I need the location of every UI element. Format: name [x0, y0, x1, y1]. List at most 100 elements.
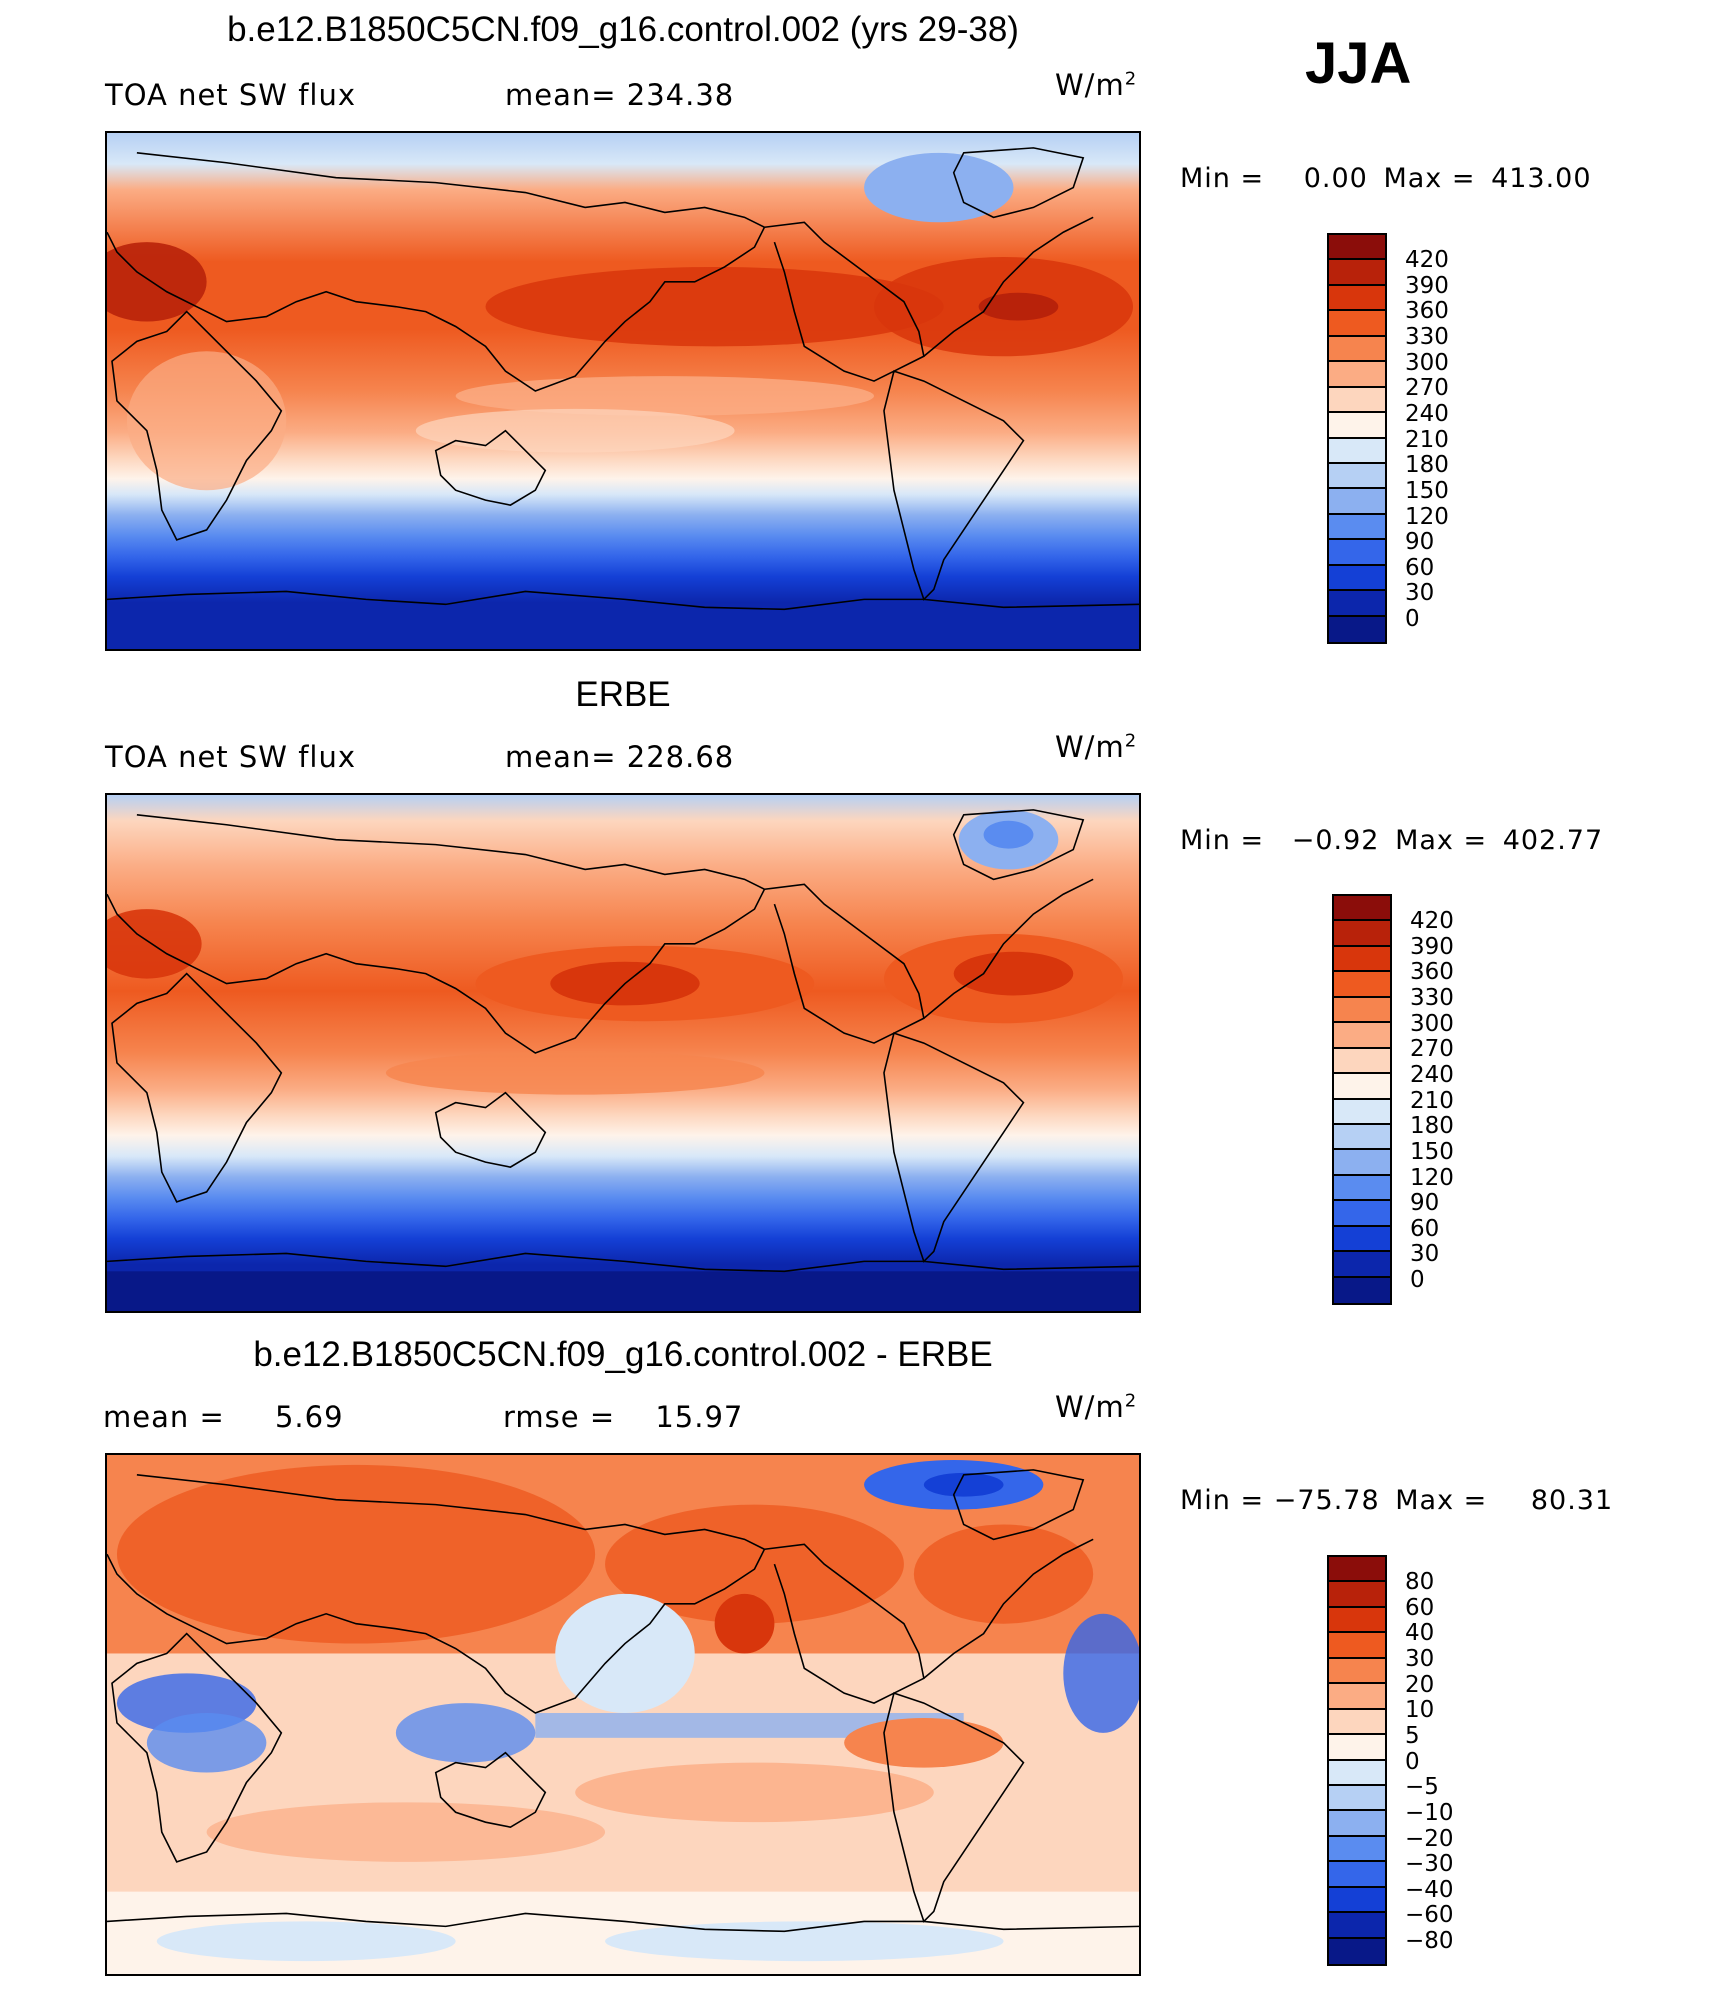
colorbar-segment [1329, 285, 1385, 312]
colorbar-segment [1334, 1175, 1390, 1202]
panel-2-coast-greenland [952, 809, 1085, 881]
colorbar-level-label: 330 [1410, 984, 1454, 1011]
panel-2-min-label: Min = [1180, 825, 1265, 856]
panel-1-coast-antarctica [107, 590, 1139, 611]
panel-1-variable-label: TOA net SW flux [105, 78, 357, 112]
panel-1-colorbar [1327, 233, 1387, 644]
panel-3-coast-greenland [952, 1469, 1085, 1541]
colorbar-level-label: 120 [1405, 503, 1449, 530]
colorbar-segment [1334, 1099, 1390, 1125]
colorbar-segment [1329, 235, 1385, 261]
colorbar-level-label: 60 [1405, 1594, 1435, 1621]
colorbar-segment [1329, 1709, 1385, 1736]
colorbar-level-label: 150 [1405, 477, 1449, 504]
colorbar-level-label: 10 [1405, 1697, 1435, 1724]
colorbar-level-label: 30 [1405, 1645, 1435, 1672]
colorbar-segment [1329, 1862, 1385, 1888]
colorbar-segment [1334, 1124, 1390, 1151]
colorbar-segment [1329, 1582, 1385, 1608]
panel-3-mean-value: 5.69 [274, 1400, 344, 1434]
colorbar-segment [1329, 1913, 1385, 1939]
colorbar-segment [1329, 489, 1385, 515]
panel-3-max-value: 80.31 [1530, 1485, 1614, 1516]
colorbar-level-label: 300 [1405, 349, 1449, 376]
colorbar-level-label: 90 [1405, 529, 1435, 556]
colorbar-level-label: 240 [1410, 1061, 1454, 1088]
colorbar-level-label: 210 [1405, 426, 1449, 453]
colorbar-segment [1334, 1201, 1390, 1227]
colorbar-level-label: 390 [1405, 272, 1449, 299]
panel-2-coast-antarctica [107, 1252, 1139, 1273]
colorbar-level-label: −40 [1405, 1876, 1454, 1903]
panel-1-units-base: W/m [1055, 68, 1125, 102]
colorbar-segment [1329, 540, 1385, 566]
panel-3-units-base: W/m [1055, 1390, 1125, 1424]
panel-3-range: Min = −75.78 Max = 80.31 [1180, 1485, 1613, 1516]
panel-1-min-label: Min = [1180, 163, 1265, 194]
panel-1-coast-greenland [952, 147, 1085, 219]
panel-1-coast-samerica [883, 370, 1025, 601]
panel-1-coast-namerica-east [923, 216, 1094, 357]
colorbar-level-label: 30 [1405, 580, 1435, 607]
panel-3-rmse: rmse = 15.97 [503, 1400, 743, 1434]
panel-3-title: b.e12.B1850C5CN.f09_g16.control.002 - ER… [253, 1335, 993, 1374]
panel-3-min-value: −75.78 [1273, 1485, 1380, 1516]
panel-1-units: W/m2 [1055, 68, 1137, 102]
panel-3-colorbar [1327, 1555, 1387, 1966]
panel-2-coast-samerica [883, 1032, 1025, 1263]
colorbar-segment [1329, 362, 1385, 388]
colorbar-level-label: 180 [1405, 452, 1449, 479]
colorbar-segment [1329, 1760, 1385, 1786]
panel-2-mean-value: 228.68 [626, 740, 735, 774]
colorbar-level-label: 5 [1405, 1722, 1420, 1749]
colorbar-segment [1329, 1658, 1385, 1685]
colorbar-level-label: 80 [1405, 1569, 1435, 1595]
colorbar-level-label: 120 [1410, 1164, 1454, 1191]
colorbar-segment [1334, 1048, 1390, 1075]
colorbar-level-label: 270 [1405, 375, 1449, 402]
colorbar-segment [1334, 1150, 1390, 1176]
colorbar-level-label: 270 [1410, 1036, 1454, 1063]
panel-1-coast-australia [434, 429, 547, 506]
colorbar-level-label: −30 [1405, 1851, 1454, 1878]
colorbar-level-label: 180 [1410, 1113, 1454, 1140]
colorbar-level-label: 420 [1405, 247, 1449, 273]
colorbar-level-label: 420 [1410, 908, 1454, 934]
panel-2-max-label: Max = [1395, 825, 1488, 856]
colorbar-level-label: 360 [1410, 959, 1454, 986]
panel-2-max-value: 402.77 [1502, 825, 1604, 856]
panel-3-coast-eurasia [107, 1474, 766, 1714]
panel-2-coast-namerica-east [923, 878, 1094, 1019]
colorbar-level-label: −60 [1405, 1902, 1454, 1929]
colorbar-segment [1329, 1735, 1385, 1761]
colorbar-segment [1334, 896, 1390, 922]
panel-2-coast-eurasia [107, 814, 766, 1054]
colorbar-segment [1329, 387, 1385, 414]
colorbar-segment [1329, 336, 1385, 363]
colorbar-segment [1334, 921, 1390, 947]
panel-1-title: b.e12.B1850C5CN.f09_g16.control.002 (yrs… [227, 10, 1019, 49]
panel-2-coast-namerica [764, 883, 925, 1044]
colorbar-level-label: −10 [1405, 1799, 1454, 1826]
colorbar-level-label: 0 [1405, 1748, 1420, 1775]
colorbar-level-label: 330 [1405, 323, 1449, 350]
panel-1-mean-value: 234.38 [626, 78, 735, 112]
colorbar-segment [1329, 1607, 1385, 1634]
colorbar-segment [1329, 260, 1385, 286]
panel-2-variable-label: TOA net SW flux [105, 740, 357, 774]
panel-2-map [105, 793, 1141, 1313]
panel-1-coast-africa [111, 310, 283, 541]
panel-2-units: W/m2 [1055, 730, 1137, 764]
panel-3-coast-antarctica [107, 1912, 1139, 1933]
colorbar-segment [1329, 565, 1385, 592]
panel-1-max-label: Max = [1383, 163, 1476, 194]
colorbar-segment [1329, 514, 1385, 541]
colorbar-level-label: 90 [1410, 1190, 1440, 1217]
colorbar-segment [1334, 946, 1390, 973]
colorbar-segment [1329, 591, 1385, 617]
panel-1-min-value: 0.00 [1303, 163, 1368, 194]
panel-3-coast-namerica [764, 1543, 925, 1704]
panel-1-range: Min = 0.00 Max = 413.00 [1180, 163, 1592, 194]
panel-2-mean: mean= 228.68 [505, 740, 734, 774]
colorbar-segment [1334, 1226, 1390, 1253]
